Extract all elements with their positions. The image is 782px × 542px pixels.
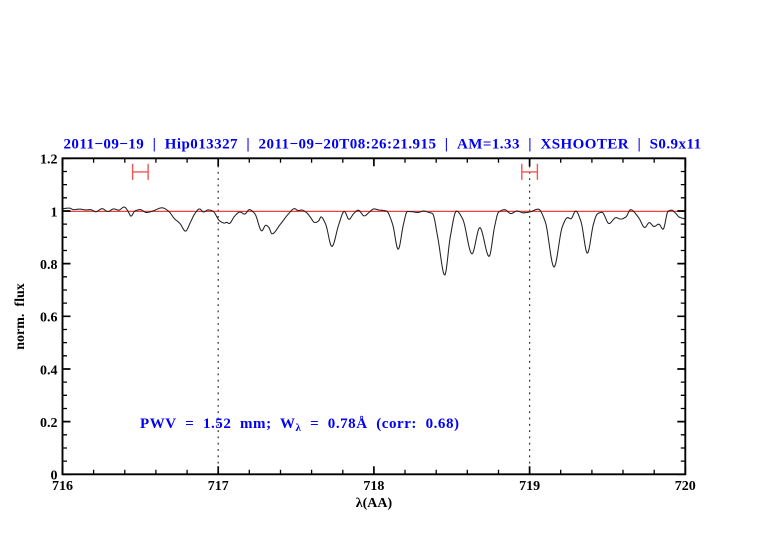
svg-text:0.2: 0.2 xyxy=(40,416,58,431)
svg-text:2011−09−19 | Hip013327 | 2: 2011−09−19 | Hip013327 | 2011−09−20T08:2… xyxy=(63,137,701,153)
svg-text:norm. flux: norm. flux xyxy=(13,283,28,350)
svg-text:720: 720 xyxy=(675,479,696,494)
svg-text:0.8: 0.8 xyxy=(40,258,58,273)
svg-text:1.2: 1.2 xyxy=(40,153,58,168)
svg-text:718: 718 xyxy=(363,479,384,494)
svg-text:719: 719 xyxy=(519,479,540,494)
svg-text:0.4: 0.4 xyxy=(40,363,58,378)
svg-text:1: 1 xyxy=(51,205,58,220)
svg-text:0.6: 0.6 xyxy=(40,311,58,326)
svg-text:0: 0 xyxy=(51,469,58,484)
svg-text:717: 717 xyxy=(208,479,229,494)
svg-text:PWV = 1.52 mm; Wλ = 0.78: PWV = 1.52 mm; Wλ = 0.78Å (corr: 0.68) xyxy=(140,416,460,434)
svg-text:λ(AA): λ(AA) xyxy=(356,496,393,511)
svg-text:716: 716 xyxy=(52,479,73,494)
